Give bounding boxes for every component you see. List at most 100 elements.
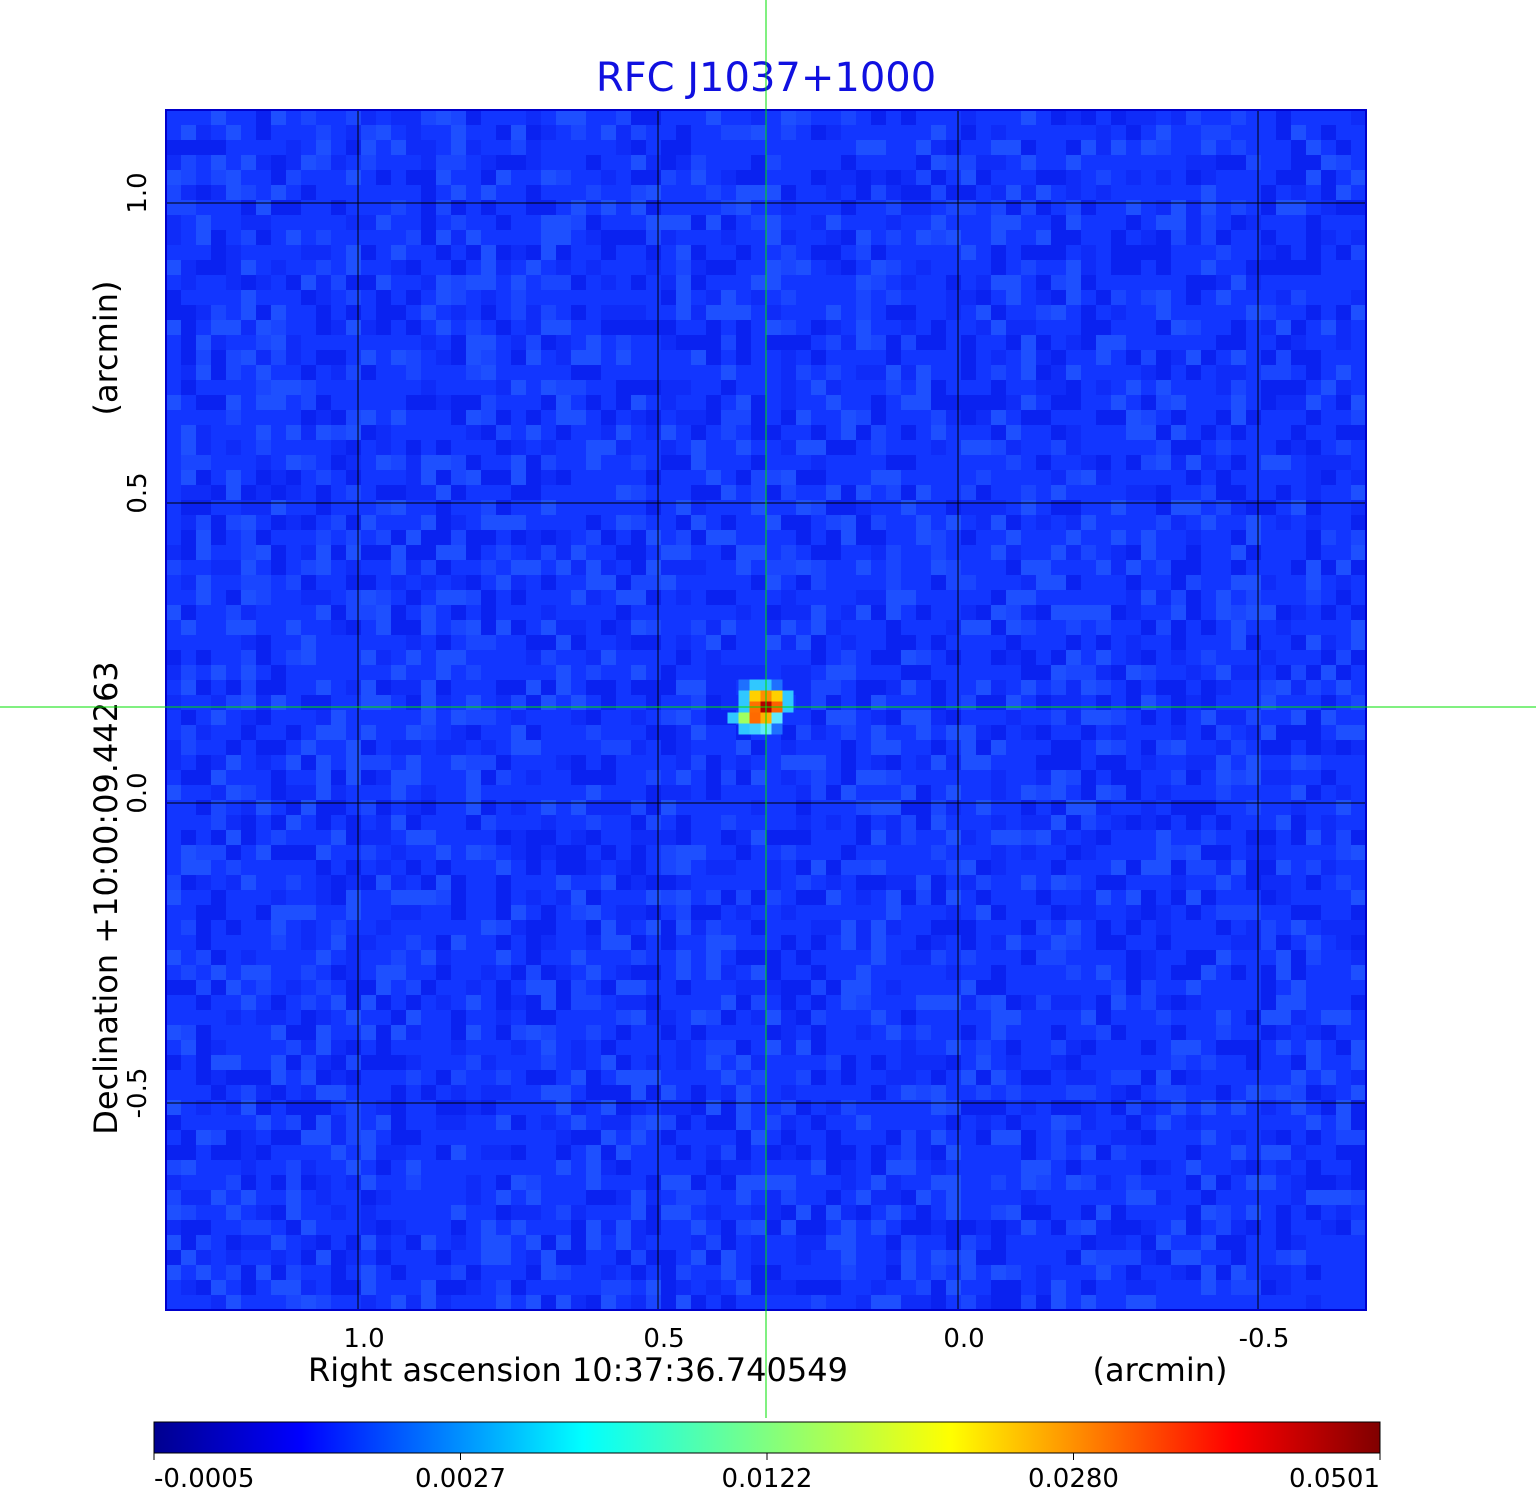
- noise-pixel: [166, 290, 181, 305]
- noise-pixel: [196, 845, 211, 860]
- noise-pixel: [1126, 350, 1141, 365]
- noise-pixel: [1306, 1190, 1321, 1205]
- noise-pixel: [1066, 965, 1081, 980]
- noise-pixel: [706, 1160, 721, 1175]
- noise-pixel: [931, 125, 946, 140]
- noise-pixel: [286, 1205, 301, 1220]
- noise-pixel: [1096, 1265, 1111, 1280]
- noise-pixel: [1291, 1190, 1306, 1205]
- noise-pixel: [436, 1115, 451, 1130]
- noise-pixel: [346, 470, 361, 485]
- noise-pixel: [286, 845, 301, 860]
- noise-pixel: [766, 635, 781, 650]
- noise-pixel: [286, 275, 301, 290]
- noise-pixel: [661, 1085, 676, 1100]
- noise-pixel: [706, 965, 721, 980]
- noise-pixel: [1276, 245, 1291, 260]
- noise-pixel: [541, 1235, 556, 1250]
- noise-pixel: [811, 440, 826, 455]
- noise-pixel: [1231, 1040, 1246, 1055]
- noise-pixel: [496, 1205, 511, 1220]
- noise-pixel: [886, 920, 901, 935]
- noise-pixel: [496, 695, 511, 710]
- noise-pixel: [1006, 1040, 1021, 1055]
- noise-pixel: [616, 1190, 631, 1205]
- noise-pixel: [616, 1280, 631, 1295]
- source-pixel: [771, 690, 783, 702]
- noise-pixel: [646, 110, 661, 125]
- noise-pixel: [736, 1040, 751, 1055]
- noise-pixel: [856, 320, 871, 335]
- noise-pixel: [181, 830, 196, 845]
- noise-pixel: [616, 125, 631, 140]
- noise-pixel: [916, 200, 931, 215]
- noise-pixel: [1216, 155, 1231, 170]
- noise-pixel: [1231, 665, 1246, 680]
- noise-pixel: [361, 110, 376, 125]
- noise-pixel: [1126, 110, 1141, 125]
- noise-pixel: [421, 185, 436, 200]
- noise-pixel: [706, 935, 721, 950]
- noise-pixel: [841, 920, 856, 935]
- noise-pixel: [871, 1055, 886, 1070]
- noise-pixel: [796, 665, 811, 680]
- noise-pixel: [1216, 335, 1231, 350]
- noise-pixel: [991, 410, 1006, 425]
- noise-pixel: [1081, 1295, 1096, 1310]
- noise-pixel: [1306, 440, 1321, 455]
- noise-pixel: [1126, 965, 1141, 980]
- noise-pixel: [451, 545, 466, 560]
- noise-pixel: [166, 140, 181, 155]
- noise-pixel: [421, 140, 436, 155]
- noise-pixel: [1021, 995, 1036, 1010]
- noise-pixel: [1156, 365, 1171, 380]
- noise-pixel: [1261, 1130, 1276, 1145]
- noise-pixel: [931, 1085, 946, 1100]
- noise-pixel: [166, 950, 181, 965]
- noise-pixel: [376, 830, 391, 845]
- noise-pixel: [1066, 1160, 1081, 1175]
- noise-pixel: [541, 905, 556, 920]
- noise-pixel: [1291, 1085, 1306, 1100]
- noise-pixel: [736, 440, 751, 455]
- noise-pixel: [976, 1115, 991, 1130]
- noise-pixel: [316, 245, 331, 260]
- noise-pixel: [181, 170, 196, 185]
- noise-pixel: [226, 785, 241, 800]
- noise-pixel: [1126, 665, 1141, 680]
- noise-pixel: [1021, 830, 1036, 845]
- noise-pixel: [181, 440, 196, 455]
- noise-pixel: [331, 350, 346, 365]
- noise-pixel: [646, 1070, 661, 1085]
- noise-pixel: [391, 410, 406, 425]
- noise-pixel: [496, 860, 511, 875]
- noise-pixel: [736, 350, 751, 365]
- noise-pixel: [676, 980, 691, 995]
- noise-pixel: [1351, 410, 1366, 425]
- noise-pixel: [496, 980, 511, 995]
- noise-pixel: [706, 620, 721, 635]
- noise-pixel: [961, 335, 976, 350]
- noise-pixel: [706, 950, 721, 965]
- noise-pixel: [331, 440, 346, 455]
- noise-pixel: [556, 1160, 571, 1175]
- noise-pixel: [1111, 140, 1126, 155]
- noise-pixel: [241, 200, 256, 215]
- noise-pixel: [421, 575, 436, 590]
- noise-pixel: [181, 680, 196, 695]
- noise-pixel: [331, 1130, 346, 1145]
- noise-pixel: [316, 1115, 331, 1130]
- noise-pixel: [1021, 320, 1036, 335]
- noise-pixel: [601, 1085, 616, 1100]
- noise-pixel: [991, 860, 1006, 875]
- noise-pixel: [796, 575, 811, 590]
- noise-pixel: [841, 1220, 856, 1235]
- noise-pixel: [631, 710, 646, 725]
- noise-pixel: [1246, 665, 1261, 680]
- colorbar-tick-label: 0.0027: [415, 1464, 506, 1494]
- noise-pixel: [571, 200, 586, 215]
- noise-pixel: [541, 1265, 556, 1280]
- noise-pixel: [256, 365, 271, 380]
- noise-pixel: [571, 980, 586, 995]
- noise-pixel: [181, 1145, 196, 1160]
